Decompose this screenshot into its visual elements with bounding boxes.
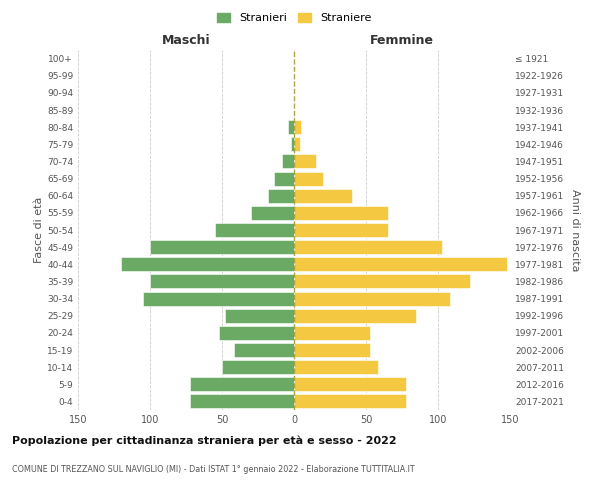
Bar (274, 172, 294, 185)
Bar (150, 274, 294, 288)
Bar (294, 394, 406, 408)
Bar (121, 258, 294, 272)
Bar (268, 188, 294, 202)
Bar (215, 223, 294, 237)
Bar (283, 154, 294, 168)
Bar (143, 292, 294, 306)
Bar (294, 292, 449, 306)
Bar (294, 308, 416, 322)
Bar (294, 223, 388, 237)
Bar (294, 343, 370, 357)
Text: Femmine: Femmine (370, 34, 434, 46)
Bar (294, 326, 370, 340)
Bar (291, 138, 294, 151)
Bar (251, 206, 294, 220)
Bar (294, 378, 406, 392)
Bar (294, 138, 300, 151)
Bar (294, 240, 442, 254)
Text: Popolazione per cittadinanza straniera per età e sesso - 2022: Popolazione per cittadinanza straniera p… (12, 435, 397, 446)
Bar (222, 360, 294, 374)
Bar (294, 274, 470, 288)
Bar (150, 240, 294, 254)
Bar (294, 172, 323, 185)
Bar (219, 326, 294, 340)
Bar (294, 188, 352, 202)
Y-axis label: Fasce di età: Fasce di età (34, 197, 44, 263)
Bar (294, 360, 377, 374)
Bar (225, 308, 294, 322)
Bar (190, 394, 294, 408)
Bar (190, 378, 294, 392)
Bar (294, 154, 316, 168)
Bar (294, 258, 507, 272)
Bar (294, 120, 301, 134)
Legend: Stranieri, Straniere: Stranieri, Straniere (212, 8, 376, 28)
Y-axis label: Anni di nascita: Anni di nascita (569, 188, 580, 271)
Bar (233, 343, 294, 357)
Bar (288, 120, 294, 134)
Text: Maschi: Maschi (161, 34, 211, 46)
Text: COMUNE DI TREZZANO SUL NAVIGLIO (MI) - Dati ISTAT 1° gennaio 2022 - Elaborazione: COMUNE DI TREZZANO SUL NAVIGLIO (MI) - D… (12, 465, 415, 474)
Bar (294, 206, 388, 220)
